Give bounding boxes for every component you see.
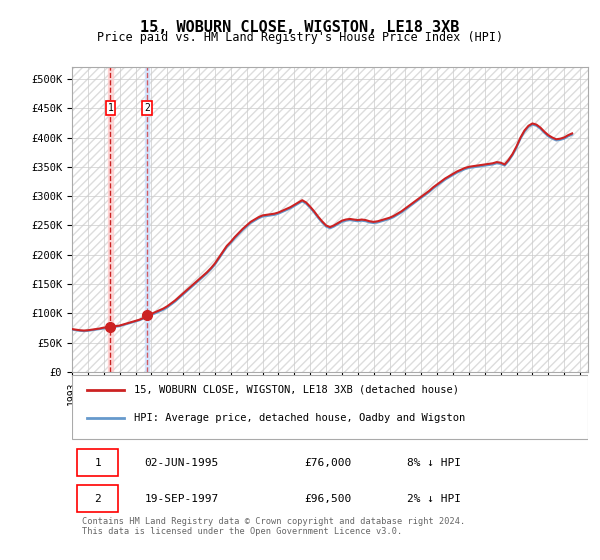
Text: £76,000: £76,000: [304, 458, 352, 468]
Bar: [72, 67, 588, 372]
Text: 15, WOBURN CLOSE, WIGSTON, LE18 3XB (detached house): 15, WOBURN CLOSE, WIGSTON, LE18 3XB (det…: [134, 385, 459, 395]
Text: 1: 1: [94, 458, 101, 468]
Bar: [108, 67, 113, 372]
Text: 19-SEP-1997: 19-SEP-1997: [144, 494, 218, 503]
Text: Price paid vs. HM Land Registry's House Price Index (HPI): Price paid vs. HM Land Registry's House …: [97, 31, 503, 44]
Text: 2: 2: [144, 103, 150, 113]
Text: Contains HM Land Registry data © Crown copyright and database right 2024.
This d: Contains HM Land Registry data © Crown c…: [82, 517, 466, 536]
FancyBboxPatch shape: [77, 485, 118, 512]
Text: HPI: Average price, detached house, Oadby and Wigston: HPI: Average price, detached house, Oadb…: [134, 413, 465, 423]
Text: 02-JUN-1995: 02-JUN-1995: [144, 458, 218, 468]
Text: 2: 2: [94, 494, 101, 503]
FancyBboxPatch shape: [77, 449, 118, 477]
Text: 2% ↓ HPI: 2% ↓ HPI: [407, 494, 461, 503]
Bar: [145, 67, 149, 372]
FancyBboxPatch shape: [72, 375, 588, 438]
Text: 8% ↓ HPI: 8% ↓ HPI: [407, 458, 461, 468]
Text: 15, WOBURN CLOSE, WIGSTON, LE18 3XB: 15, WOBURN CLOSE, WIGSTON, LE18 3XB: [140, 20, 460, 35]
Text: £96,500: £96,500: [304, 494, 352, 503]
Text: 1: 1: [107, 103, 113, 113]
